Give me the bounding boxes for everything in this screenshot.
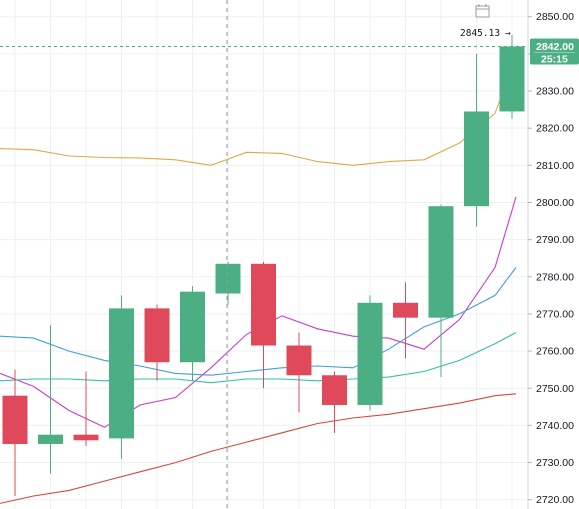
y-tick-label: 2790.00 — [536, 234, 574, 246]
y-tick-label: 2780.00 — [536, 271, 574, 283]
candle-body — [322, 375, 347, 405]
candle-body — [357, 302, 383, 405]
candle-body — [464, 111, 489, 207]
grid-lines — [0, 0, 528, 509]
y-tick-label: 2810.00 — [536, 160, 574, 172]
y-tick-label: 2770.00 — [536, 308, 574, 320]
candle-body — [499, 46, 525, 112]
price-axis[interactable]: 2720.00 2730.00 2740.00 2750.00 2760.00 2770.… — [527, 0, 579, 509]
calendar-icon-frame — [475, 5, 490, 18]
countdown-label: 25:15 — [541, 53, 568, 65]
candle-body — [251, 263, 276, 346]
candles — [2, 34, 525, 496]
series-line-3 — [0, 332, 517, 384]
candle-body — [38, 434, 63, 444]
candle-body — [109, 308, 134, 439]
candle-body — [73, 434, 99, 441]
candle-body — [215, 263, 241, 294]
price-tag-bg — [530, 38, 579, 65]
y-tick-label: 2720.00 — [536, 494, 574, 506]
candle-body — [393, 302, 418, 318]
candle-body — [286, 345, 312, 376]
current-price-label: 2842.00 — [536, 41, 574, 53]
y-tick-label: 2760.00 — [536, 346, 574, 358]
y-tick-label: 2800.00 — [536, 197, 574, 209]
calendar-icon[interactable] — [475, 4, 490, 18]
candle-body — [2, 395, 28, 444]
y-tick-label: 2850.00 — [536, 11, 574, 23]
y-tick-label: 2830.00 — [536, 86, 574, 98]
y-tick-label: 2820.00 — [536, 123, 574, 135]
high-arrow: → — [505, 28, 511, 39]
candle-body — [144, 308, 170, 363]
series-line-0 — [0, 57, 517, 166]
candle-body — [428, 206, 454, 318]
crosshair-vertical — [0, 0, 528, 509]
y-tick-label: 2750.00 — [536, 383, 574, 395]
series-line-2 — [0, 267, 517, 376]
series-line-4 — [0, 393, 517, 504]
y-tick-label: 2740.00 — [536, 420, 574, 432]
candle-body — [180, 291, 205, 363]
high-label: 2845.13 → — [460, 28, 511, 39]
price-axis-bg — [528, 0, 579, 509]
high-value-label: 2845.13 — [460, 28, 500, 39]
y-tick-label: 2730.00 — [536, 457, 574, 469]
